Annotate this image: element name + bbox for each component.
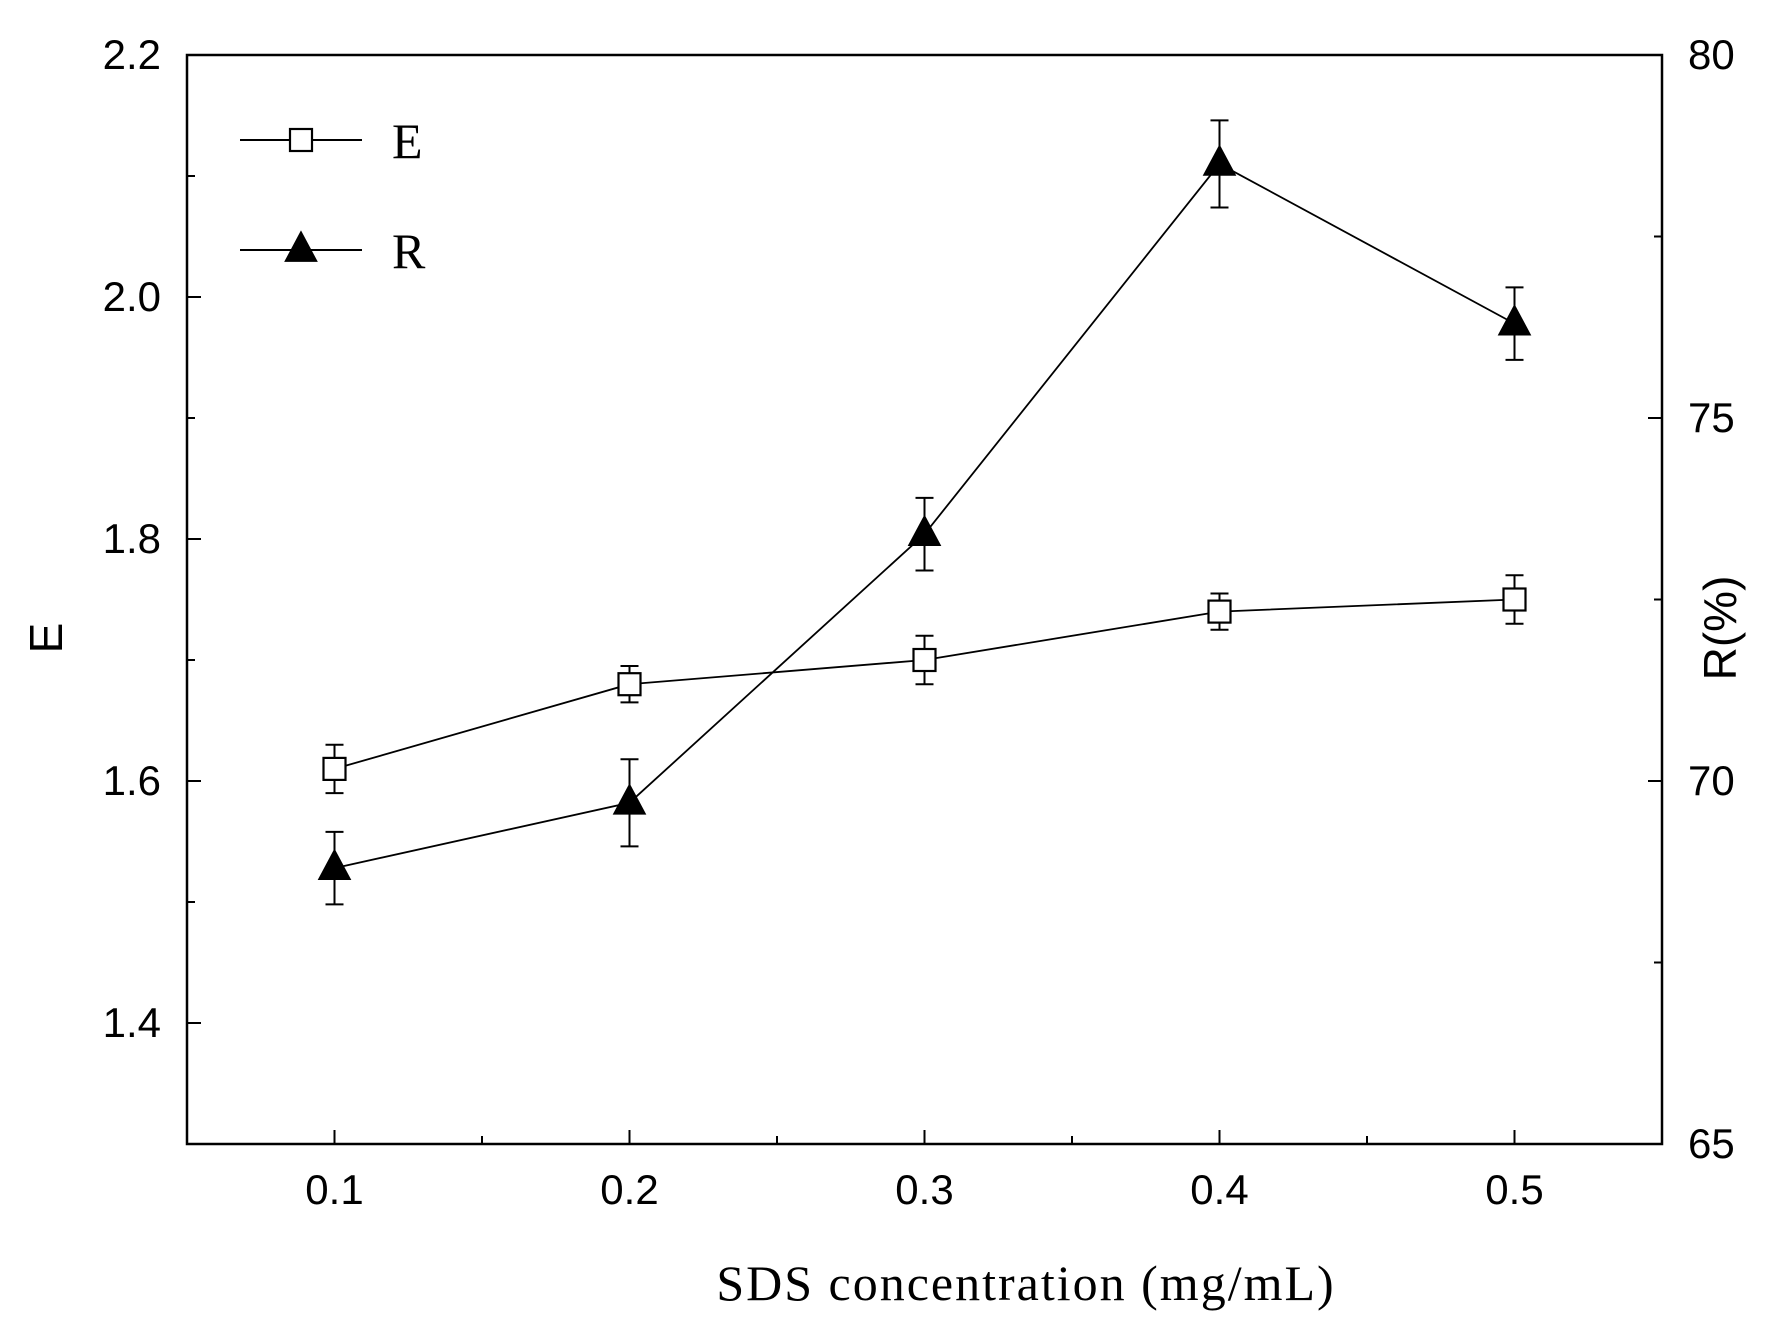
x-tick-label: 0.5	[1485, 1166, 1543, 1213]
data-point-e	[617, 672, 642, 697]
series-e	[322, 574, 1527, 795]
legend-marker-triangle	[284, 230, 318, 262]
legend-marker-square	[288, 127, 314, 153]
data-point-e	[1502, 587, 1527, 612]
data-point-r	[1202, 144, 1237, 176]
y-axis-label: E	[20, 623, 72, 654]
x-tick-label: 0.2	[600, 1166, 658, 1213]
data-point-r	[1497, 303, 1532, 336]
data-point-r	[612, 783, 647, 815]
plot-border	[185, 53, 1664, 1146]
data-point-e	[322, 756, 347, 782]
y-tick-label: 1.4	[103, 999, 161, 1046]
series-r	[317, 119, 1532, 906]
y-tick-label: 1.8	[103, 515, 161, 562]
series-layer	[317, 119, 1532, 906]
data-point-e	[912, 647, 937, 673]
axis-ticks: 0.1 0.2 0.3 0.4 0.5 1.4 1.6 1.8 2.0 2.2 65 70 75 80	[103, 31, 1735, 1213]
legend-item-e: E	[240, 113, 423, 169]
plot-frame	[185, 53, 1664, 1146]
x-axis-label: SDS concentration (mg/mL)	[716, 1255, 1335, 1311]
x-tick-label: 0.3	[895, 1166, 953, 1213]
y2-tick-label: 70	[1688, 757, 1735, 804]
x-tick-label: 0.4	[1190, 1166, 1248, 1213]
y2-tick-label: 65	[1688, 1120, 1735, 1167]
x-tick-label: 0.1	[305, 1166, 363, 1213]
y2-tick-label: 80	[1688, 31, 1735, 78]
y-tick-label: 1.6	[103, 757, 161, 804]
legend-label: E	[392, 113, 423, 169]
y-tick-label: 2.0	[103, 273, 161, 320]
legend-item-r: R	[240, 223, 426, 279]
data-point-r	[317, 848, 352, 881]
legend-label: R	[392, 223, 426, 279]
y2-axis-label: R(%)	[1694, 576, 1746, 681]
y-tick-label: 2.2	[103, 31, 161, 78]
data-point-r	[907, 514, 942, 547]
y2-tick-label: 75	[1688, 394, 1735, 441]
data-point-e	[1207, 599, 1232, 624]
legend: ER	[240, 113, 426, 279]
